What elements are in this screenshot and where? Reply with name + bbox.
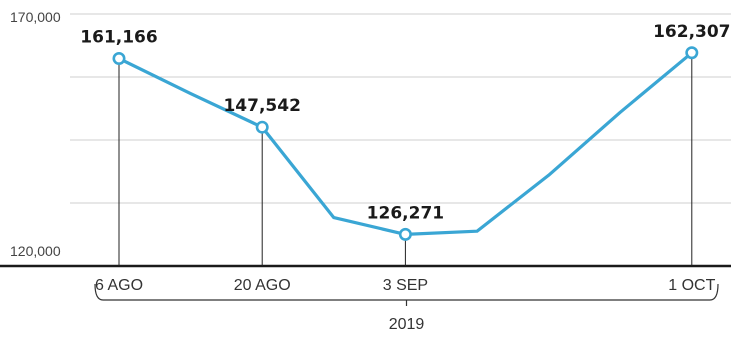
year-bracket: 2019	[94, 283, 719, 333]
axes: 170,000 120,000 6 AGO 20 AGO 3 SEP 1 OCT	[0, 9, 731, 294]
x-tick-label: 1 OCT	[668, 277, 715, 294]
data-label: 126,271	[367, 203, 444, 223]
year-label: 2019	[389, 316, 425, 333]
data-point-marker	[398, 227, 412, 241]
data-label: 162,307	[653, 22, 730, 42]
data-point-marker	[685, 46, 699, 60]
grid-lines	[70, 13, 731, 204]
data-point-marker	[255, 120, 269, 134]
data-label: 147,542	[223, 96, 300, 116]
y-tick-label: 120,000	[10, 243, 61, 259]
drop-lines	[118, 52, 693, 266]
data-labels: 161,166 147,542 126,271 162,307	[80, 22, 730, 224]
data-label: 161,166	[80, 28, 157, 48]
y-tick-label: 170,000	[10, 9, 61, 25]
data-point-marker	[112, 52, 126, 66]
x-tick-label: 20 AGO	[234, 277, 291, 294]
series-layer	[112, 46, 699, 241]
x-tick-label: 6 AGO	[95, 277, 143, 294]
x-tick-label: 3 SEP	[383, 277, 428, 294]
